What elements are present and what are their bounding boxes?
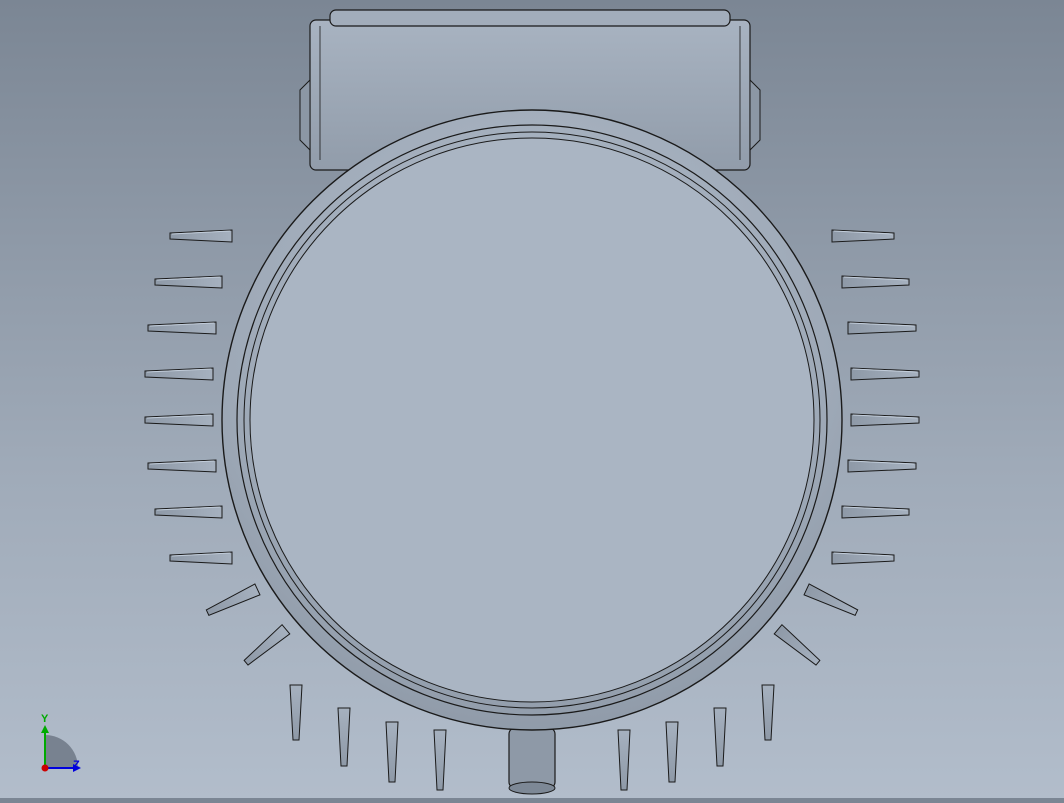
cooling-fins-left [145,230,232,564]
axis-triad-svg [15,713,85,783]
cooling-fins-right [832,230,919,564]
axis-triad[interactable]: Y Z [15,713,85,783]
axis-label-y: Y [41,713,48,725]
model-canvas [0,0,1064,798]
housing-ring [222,110,842,730]
axis-label-z: Z [73,759,80,771]
cad-viewport[interactable]: Y Z [0,0,1064,798]
bottom-boss [509,728,555,794]
